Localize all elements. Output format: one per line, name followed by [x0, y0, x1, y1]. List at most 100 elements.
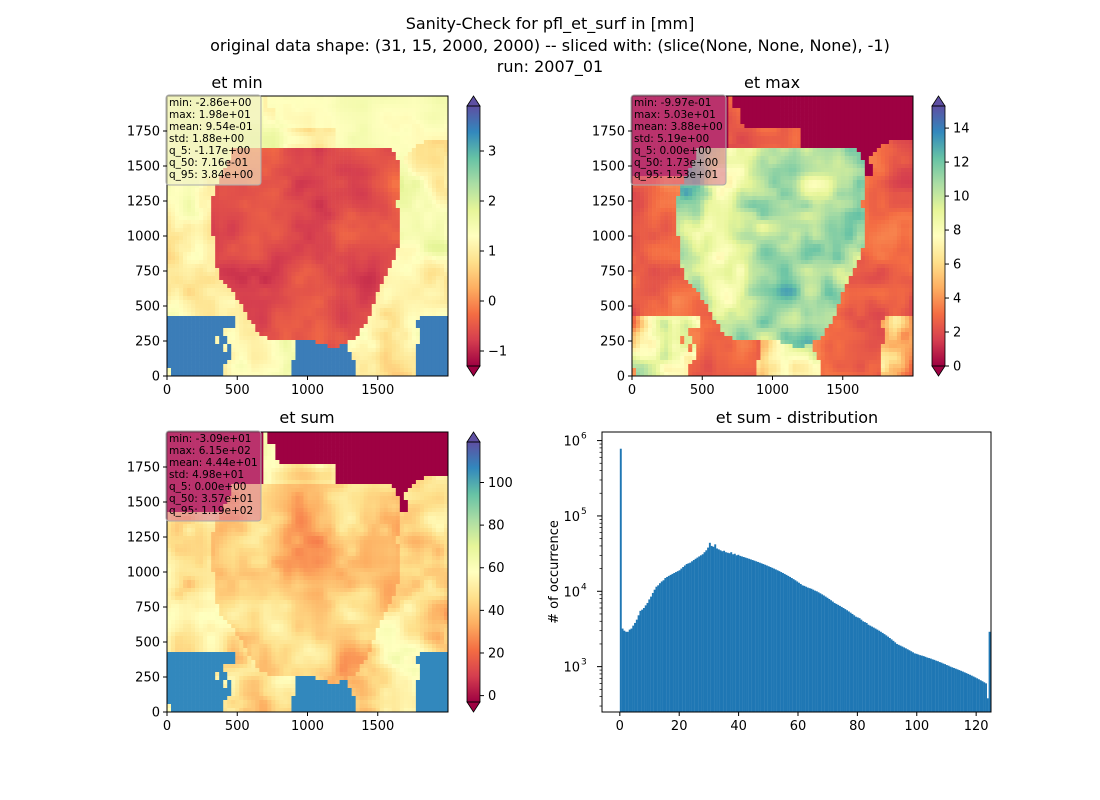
heatmap-cell [263, 368, 268, 373]
heatmap-cell [387, 332, 393, 337]
heatmap-cell [311, 328, 316, 333]
heatmap-cell [219, 360, 224, 365]
heatmap-cell [219, 260, 224, 265]
heatmap-cell [219, 200, 224, 205]
heatmap-cell [171, 284, 176, 289]
heatmap-cell [375, 108, 381, 113]
heatmap-cell [175, 192, 180, 197]
heatmap-cell [347, 136, 352, 141]
heatmap-cell [383, 156, 389, 161]
heatmap-cell [283, 228, 288, 233]
heatmap-cell [259, 372, 264, 376]
heatmap-cell [255, 212, 260, 217]
heatmap-cell [179, 372, 184, 376]
heatmap-cell [443, 256, 448, 261]
heatmap-cell [343, 316, 348, 321]
heatmap-cell [359, 188, 364, 193]
heatmap-cell [323, 288, 328, 293]
heatmap-cell [443, 232, 448, 237]
heatmap-cell [339, 304, 344, 309]
heatmap-cell [271, 116, 276, 121]
heatmap-cell [419, 96, 425, 101]
heatmap-cell [319, 132, 324, 137]
heatmap-cell [263, 144, 268, 149]
heatmap-cell [291, 292, 296, 297]
heatmap-cell [195, 252, 200, 257]
heatmap-cell [415, 108, 421, 113]
heatmap-cell [760, 96, 765, 101]
heatmap-cell [399, 328, 405, 333]
heatmap-cell [415, 196, 421, 201]
heatmap-cell [251, 296, 256, 301]
heatmap-cell [303, 344, 308, 349]
heatmap-cell [383, 120, 389, 125]
heatmap-cell [395, 240, 401, 245]
heatmap-cell [383, 344, 389, 349]
heatmap-cell [295, 220, 300, 225]
heatmap-cell [235, 356, 240, 361]
heatmap-cell [239, 316, 244, 321]
heatmap-cell [235, 328, 240, 333]
heatmap-cell [307, 244, 312, 249]
heatmap-cell [439, 172, 445, 177]
heatmap-cell [395, 308, 401, 313]
heatmap-cell [299, 320, 304, 325]
heatmap-cell [187, 328, 192, 333]
heatmap-cell [395, 124, 401, 129]
heatmap-cell [287, 120, 292, 125]
heatmap-cell [327, 228, 332, 233]
heatmap-cell [247, 196, 252, 201]
heatmap-cell [251, 220, 256, 225]
heatmap-cell [291, 116, 296, 121]
heatmap-cell [179, 300, 184, 305]
heatmap-cell [323, 116, 328, 121]
heatmap-cell [231, 208, 236, 213]
heatmap-cell [439, 280, 445, 285]
heatmap-cell [415, 116, 421, 121]
heatmap-cell [395, 120, 401, 125]
heatmap-cell [335, 340, 340, 345]
heatmap-cell [259, 216, 264, 221]
heatmap-cell [343, 292, 348, 297]
heatmap-cell [435, 152, 441, 157]
heatmap-cell [279, 240, 284, 245]
heatmap-cell [383, 180, 389, 185]
heatmap-cell [267, 300, 272, 305]
heatmap-cell [331, 184, 336, 189]
heatmap-cell [359, 136, 364, 141]
heatmap-cell [187, 336, 192, 341]
heatmap-cell [271, 204, 276, 209]
heatmap-cell [343, 128, 348, 133]
heatmap-cell [431, 308, 437, 313]
heatmap-cell [315, 360, 320, 365]
heatmap-cell [295, 260, 300, 265]
heatmap-cell [179, 360, 184, 365]
heatmap-cell [315, 324, 320, 329]
heatmap-cell [287, 264, 292, 269]
heatmap-cell [291, 152, 296, 157]
heatmap-cell [323, 224, 328, 229]
heatmap-cell [171, 252, 176, 257]
heatmap-cell [327, 324, 332, 329]
heatmap-cell [355, 108, 360, 113]
heatmap-cell [267, 340, 272, 345]
heatmap-cell [423, 196, 429, 201]
heatmap-cell [327, 272, 332, 277]
heatmap-cell [287, 132, 292, 137]
heatmap-cell [207, 252, 212, 257]
heatmap-cell [279, 236, 284, 241]
heatmap-cell [375, 224, 381, 229]
heatmap-cell [423, 224, 429, 229]
heatmap-cell [351, 344, 356, 349]
heatmap-cell [347, 188, 352, 193]
heatmap-cell [347, 104, 352, 109]
heatmap-cell [243, 240, 248, 245]
heatmap-cell [311, 268, 316, 273]
heatmap-cell [199, 300, 204, 305]
heatmap-cell [435, 196, 441, 201]
heatmap-cell [207, 228, 212, 233]
heatmap-cell [355, 156, 360, 161]
heatmap-cell [395, 280, 401, 285]
heatmap-cell [375, 240, 381, 245]
heatmap-cell [423, 128, 429, 133]
